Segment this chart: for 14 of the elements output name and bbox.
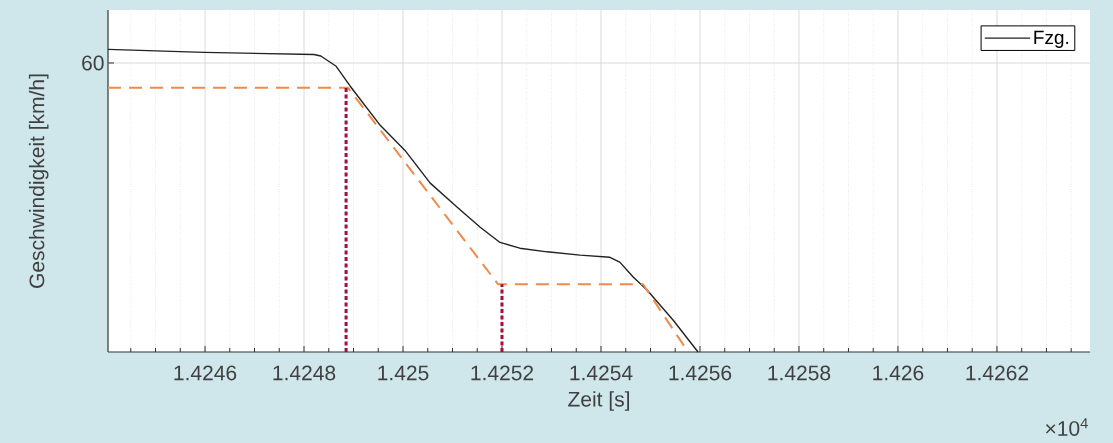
text: 60 xyxy=(82,55,104,71)
x-tick-label: 1.4246 xyxy=(174,365,237,381)
x-axis-title: Zeit [s] xyxy=(568,391,630,411)
legend-label: Fzg. xyxy=(1034,30,1069,48)
x-tick-label: 1.4252 xyxy=(471,365,534,381)
x-tick-label: 1.4258 xyxy=(768,365,831,381)
y-axis-title: Geschwindigkeit [km/h] xyxy=(28,74,49,288)
text: ×10$^{4}$ xyxy=(1045,418,1088,436)
x-tick-label: 1.4262 xyxy=(966,365,1029,381)
x-tick-label: 1.426 xyxy=(873,365,924,381)
x-tick-label: 1.4254 xyxy=(570,365,633,381)
x-tick-label: 1.425 xyxy=(378,365,429,381)
x-tick-label: 1.4256 xyxy=(669,365,732,381)
x-tick-label: 1.4248 xyxy=(273,365,336,381)
